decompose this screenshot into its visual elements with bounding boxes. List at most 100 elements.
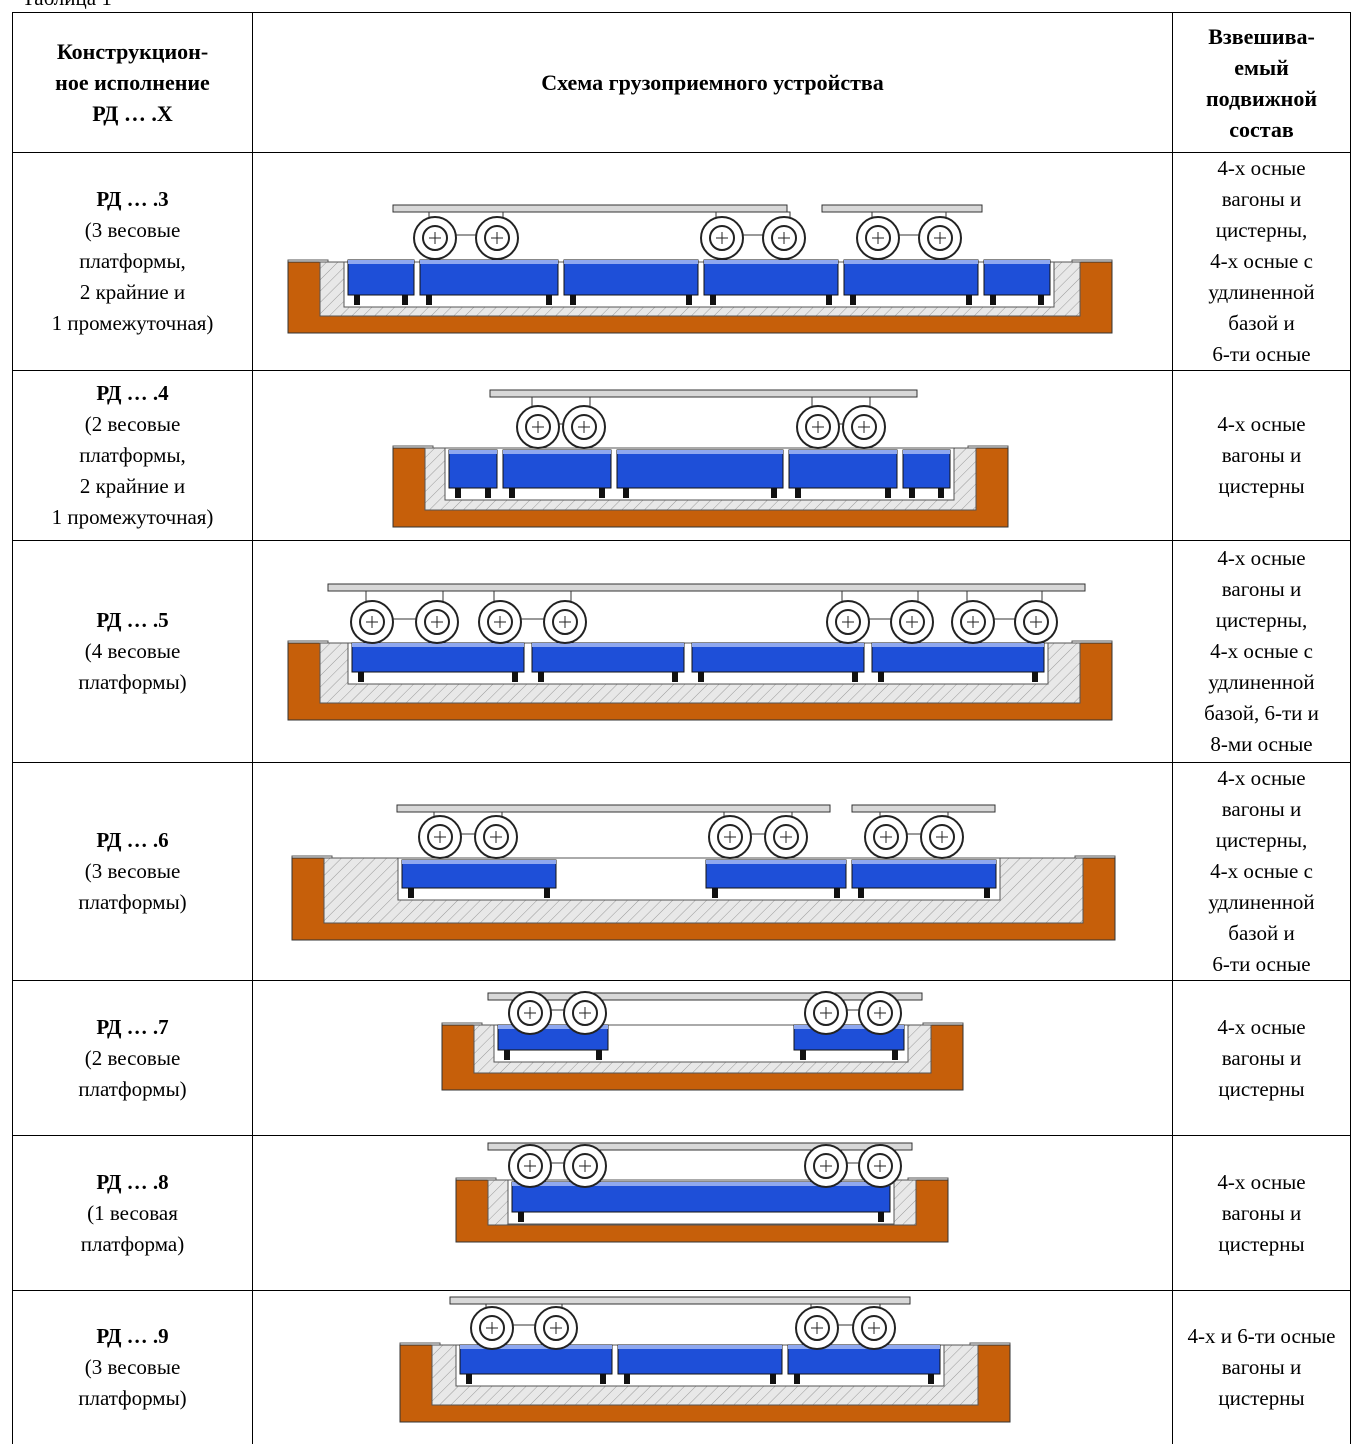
table-row: РД … .6 (3 весовые платформы) 4-х осные ваго…: [12, 762, 1351, 981]
text-line: цистерны,: [1215, 828, 1308, 852]
text-line: базой и: [1228, 921, 1295, 945]
rolling-stock-cell: 4-х осные вагоны и цистерны, 4-х осные с удл…: [1172, 762, 1351, 981]
text-line: цистерны: [1218, 474, 1305, 498]
text-line: подвижной: [1205, 85, 1318, 111]
text-line: базой, 6-ти и: [1204, 701, 1319, 725]
text-line: 4-х осные: [1217, 546, 1306, 570]
text-line: (1 весовая: [87, 1200, 178, 1225]
scheme-cell: [252, 1290, 1173, 1444]
scheme-cell: [252, 370, 1173, 541]
text-line: 4-х осные с: [1210, 859, 1313, 883]
text-line: платформы): [78, 670, 187, 694]
text-line: (3 весовые: [84, 218, 181, 242]
text-line: базой и: [1228, 311, 1295, 335]
text-line: цистерны: [1218, 1385, 1305, 1410]
text-line: (3 весовые: [84, 1354, 181, 1379]
scheme-cell: [252, 980, 1173, 1136]
text-line: 2 крайние и: [79, 474, 186, 498]
text-line: цистерны,: [1215, 218, 1308, 242]
text-line: удлиненной: [1208, 890, 1315, 914]
text-line: платформы): [78, 890, 187, 914]
table-row: РД … .8 (1 весовая платформа) 4-х осные ваго…: [12, 1135, 1351, 1291]
variant-cell: РД … .7 (2 весовые платформы): [12, 980, 253, 1136]
text-line: ное исполнение: [55, 70, 210, 95]
text-line: (3 весовые: [84, 859, 181, 883]
table-row: РД … .7 (2 весовые платформы) 4-х осные ваго…: [12, 980, 1351, 1136]
text-line: емый: [1234, 54, 1289, 80]
text-line: состав: [1229, 116, 1294, 142]
variant-label: РД … .9: [96, 1323, 169, 1348]
text-line: Конструкцион-: [56, 39, 209, 64]
text-line: 4-х осные: [1217, 1014, 1306, 1039]
variant-label: РД … .6: [96, 828, 169, 852]
scheme-cell: [252, 540, 1173, 763]
table-row: РД … .4 (2 весовые платформы, 2 крайние и 1 …: [12, 370, 1351, 541]
table-row: РД … .5 (4 весовые платформы) 4-х осные ваго…: [12, 540, 1351, 763]
variant-label: РД … .3: [96, 187, 169, 211]
text-line: вагоны и: [1221, 443, 1302, 467]
scheme-cell: [252, 152, 1173, 371]
text-line: 4-х осные: [1217, 156, 1306, 180]
text-line: цистерны: [1218, 1076, 1305, 1101]
header-cell: Схема грузоприемного устройства: [252, 12, 1173, 153]
header-cell: Конструкцион-ное исполнение РД … .X: [12, 12, 253, 153]
text-line: 4-х осные с: [1210, 249, 1313, 273]
variant-label: РД … .8: [96, 1169, 169, 1194]
text-line: платформы,: [79, 249, 186, 273]
table-row: РД … .3 (3 весовые платформы, 2 крайние и 1 …: [12, 152, 1351, 371]
text-line: 4-х осные: [1217, 412, 1306, 436]
text-line: вагоны и: [1221, 187, 1302, 211]
rolling-stock-cell: 4-х и 6-ти осные вагоны и цистерны: [1172, 1290, 1351, 1444]
text-line: (4 весовые: [84, 639, 181, 663]
variant-label: РД … .4: [96, 381, 169, 405]
scheme-cell: [252, 1135, 1173, 1291]
text-line: Взвешива-: [1208, 23, 1315, 49]
text-line: вагоны и: [1221, 797, 1302, 821]
rolling-stock-cell: 4-х осные вагоны и цистерны: [1172, 980, 1351, 1136]
table: Конструкцион-ное исполнение РД … .X Схема …: [12, 12, 1351, 1444]
text-line: 4-х и 6-ти осные: [1187, 1323, 1336, 1348]
variant-cell: РД … .4 (2 весовые платформы, 2 крайние и 1 …: [12, 370, 253, 541]
scheme-cell: [252, 762, 1173, 981]
text-line: 4-х осные: [1217, 766, 1306, 790]
variant-cell: РД … .6 (3 весовые платформы): [12, 762, 253, 981]
text-line: 6-ти осные: [1212, 342, 1311, 366]
text-line: вагоны и: [1221, 1200, 1302, 1225]
header-row: Конструкцион-ное исполнение РД … .X Схема …: [12, 12, 1351, 153]
text-line: вагоны и: [1221, 1354, 1302, 1379]
text-line: удлиненной: [1208, 280, 1315, 304]
text-line: Схема грузоприемного устройства: [541, 70, 884, 95]
text-line: 4-х осные: [1217, 1169, 1306, 1194]
variant-label: РД … .7: [96, 1014, 169, 1039]
text-line: вагоны и: [1221, 577, 1302, 601]
text-line: РД … .X: [92, 101, 173, 126]
text-line: удлиненной: [1208, 670, 1315, 694]
text-line: 6-ти осные: [1212, 952, 1311, 976]
text-line: (2 весовые: [84, 1045, 181, 1070]
rolling-stock-cell: 4-х осные вагоны и цистерны: [1172, 1135, 1351, 1291]
text-line: 1 промежуточная): [51, 311, 214, 335]
text-line: 4-х осные с: [1210, 639, 1313, 663]
text-line: платформы): [78, 1385, 187, 1410]
rolling-stock-cell: 4-х осные вагоны и цистерны, 4-х осные с удл…: [1172, 540, 1351, 763]
text-line: платформа): [80, 1231, 185, 1256]
text-line: платформы,: [79, 443, 186, 467]
variant-label: РД … .5: [96, 608, 169, 632]
text-line: 1 промежуточная): [51, 505, 214, 529]
rolling-stock-cell: 4-х осные вагоны и цистерны, 4-х осные с удл…: [1172, 152, 1351, 371]
text-line: 2 крайние и: [79, 280, 186, 304]
rolling-stock-cell: 4-х осные вагоны и цистерны: [1172, 370, 1351, 541]
header-cell: Взвешива-емый подвижной состав: [1172, 12, 1351, 153]
variant-cell: РД … .3 (3 весовые платформы, 2 крайние и 1 …: [12, 152, 253, 371]
table-row: РД … .9 (3 весовые платформы) 4-х и 6-ти ос…: [12, 1290, 1351, 1444]
variant-cell: РД … .5 (4 весовые платформы): [12, 540, 253, 763]
text-line: цистерны: [1218, 1231, 1305, 1256]
text-line: цистерны,: [1215, 608, 1308, 632]
variant-cell: РД … .9 (3 весовые платформы): [12, 1290, 253, 1444]
text-line: вагоны и: [1221, 1045, 1302, 1070]
text-line: 8-ми осные: [1210, 732, 1313, 756]
text-line: платформы): [78, 1076, 187, 1101]
text-line: (2 весовые: [84, 412, 181, 436]
caption: Таблица 1: [22, 0, 112, 11]
